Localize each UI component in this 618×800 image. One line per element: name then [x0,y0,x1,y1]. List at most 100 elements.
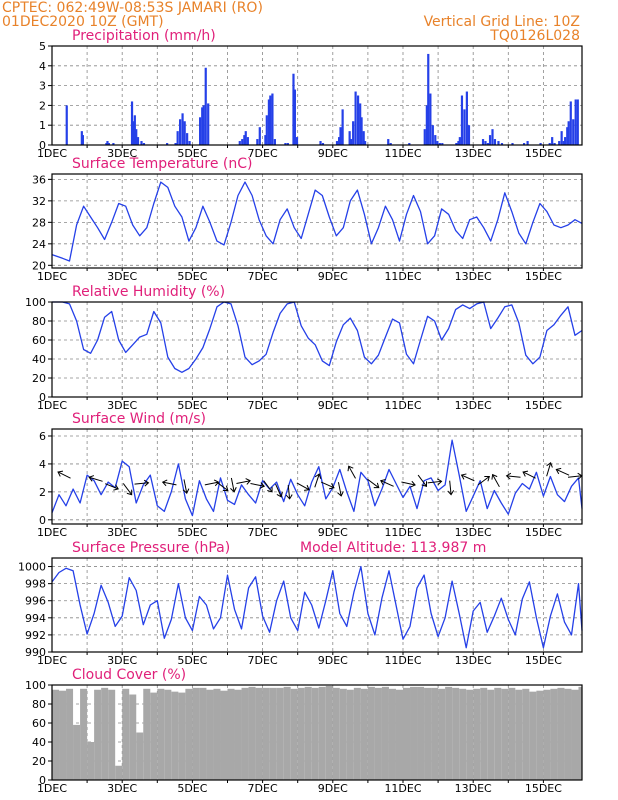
precip-bar [574,99,577,145]
temp-xtick-label: 11DEC [384,270,421,283]
wind-arrow-shaft [275,483,282,498]
cloud-bar [59,690,67,780]
precip-bar [130,101,134,145]
precip-bar [497,141,500,145]
precip-bar [455,143,458,145]
wind-arrow [447,480,455,496]
wind-arrow [314,473,322,488]
temp-xtick-label: 13DEC [455,270,492,283]
cloud-bar [101,687,109,780]
precip-bar [491,129,494,145]
precip-bar [354,91,357,145]
pressure-ytick-label: 994 [25,612,46,625]
precip-bar [408,143,411,145]
precip-bar [553,143,556,145]
wind-arrow-head [259,482,266,489]
cloud-bar [501,688,509,780]
precip-xtick-label: 5DEC [177,147,207,160]
precip-bar [238,141,241,145]
cloud-bar [494,687,502,780]
precip-xtick-label: 9DEC [318,147,348,160]
wind-arrow-shaft [314,473,320,488]
precip-bar [511,143,514,145]
cloud-bar [332,687,340,780]
precip-bar [363,141,367,145]
cloud-bar [52,689,60,780]
precip-bar [458,137,461,145]
precip-bar [186,133,189,145]
wind-arrow-head [285,494,293,500]
cloud-bar [185,688,193,780]
wind-arrow-head [460,473,467,480]
precip-ytick-label: 1 [39,119,46,132]
humidity-ytick-label: 20 [32,372,46,385]
cloud-bar [543,689,551,780]
cloud-bar [213,688,221,780]
wind-arrow [236,478,251,485]
wind-arrow-shaft [556,469,570,476]
cloud-bar [73,724,81,780]
pressure-ytick-label: 990 [25,646,46,659]
wind-arrow-shaft [449,480,452,495]
cloud-bar [550,688,558,780]
wind-xtick-label: 5DEC [177,526,207,539]
precip-bar [264,135,267,145]
precip-bar [176,131,179,145]
cloud-bar [108,689,116,780]
temp-xtick-label: 3DEC [107,270,137,283]
cloud-bar [248,686,256,780]
precip-bar [295,137,299,145]
precip-bar [241,139,244,145]
cloud-bar [466,689,474,780]
cloud-bar [571,689,579,780]
precip-bar [349,139,353,145]
wind-arrow [134,479,150,487]
precip-xtick-label: 1DEC [37,147,67,160]
cloud-bar [374,687,382,780]
temp-line [51,181,583,262]
wind-arrow-shaft [337,482,342,497]
pressure-xtick-label: 15DEC [525,654,562,667]
wind-arrow-shaft [348,465,356,479]
cloud-bar [143,688,151,780]
temp-xtick-label: 9DEC [318,270,348,283]
precip-bar [166,143,169,145]
wind-arrow [427,478,443,486]
wind-arrow-shaft [122,483,133,495]
precip-bar [246,137,249,145]
temp-title: Surface Temperature (nC) [72,156,253,172]
wind-arrow-shaft [134,482,149,485]
precip-bar [389,143,392,145]
precip-bar [140,141,143,145]
temp-ytick-label: 32 [32,195,46,208]
wind-arrow-shaft [162,481,177,486]
precip-bar [360,117,363,145]
precip-bar [558,141,561,145]
cloud-bar [255,687,263,780]
cloud-bar [402,687,411,780]
precip-bar [564,137,567,145]
precip-bar [560,131,563,145]
precip-bar [465,91,468,145]
precip-bar [81,135,84,145]
cloud-bar [578,686,582,780]
precip-bar [500,143,504,145]
header-grid-note: Vertical Grid Line: 10Z [424,14,580,30]
cloud-bar [487,689,495,780]
cloud-bar [150,692,158,780]
precip-bar [199,117,202,145]
wind-arrow-shaft [230,477,235,492]
precip-bar [562,141,565,145]
wind-arrow [88,475,103,482]
wind-arrow-shaft [216,481,229,491]
humidity-xtick-label: 15DEC [525,399,562,412]
precip-bar [387,139,390,145]
precip-bar [273,139,276,145]
pressure-xtick-label: 7DEC [248,654,278,667]
cloud-bar [115,765,123,780]
precip-bar [135,129,138,145]
precip-bar [429,93,432,145]
wind-arrow-head [276,491,283,498]
wind-arrow-shaft [236,480,251,484]
cloud-bar [473,688,481,780]
